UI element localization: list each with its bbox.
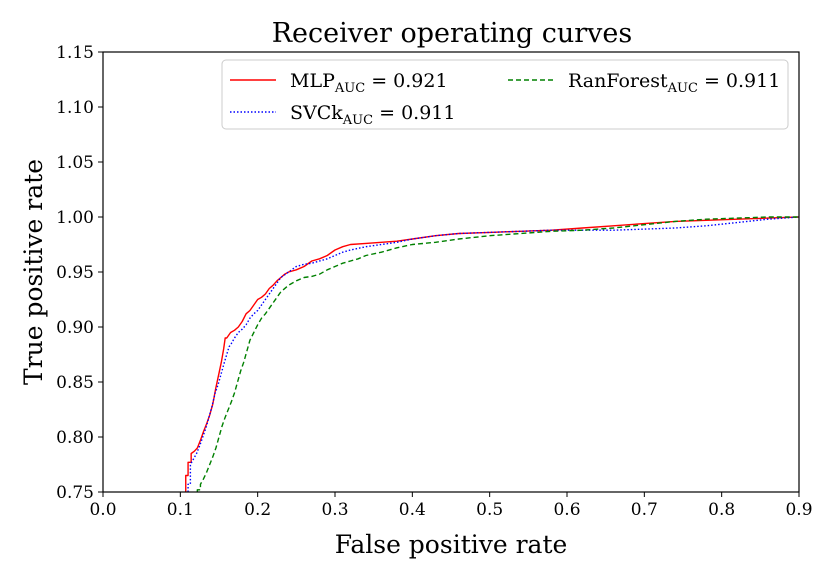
legend-series-name: RanForest — [568, 70, 668, 92]
legend-box — [221, 59, 789, 130]
y-axis: 0.75 0.80 0.85 0.90 0.95 1.00 1.05 1.10 1.15 — [56, 43, 103, 503]
y-tick-label: 0.95 — [56, 263, 94, 283]
y-tick-label: 1.15 — [56, 43, 94, 63]
legend-subscript: AUC — [334, 81, 365, 96]
legend-label-ranforest: RanForestAUC = 0.911 — [568, 70, 780, 96]
legend-auc-value: = 0.921 — [365, 70, 447, 92]
x-tick-label: 0.5 — [476, 500, 503, 520]
x-tick-label: 0.3 — [321, 500, 348, 520]
y-tick-label: 1.10 — [56, 98, 94, 118]
y-tick-label: 0.90 — [56, 318, 94, 338]
x-tick-label: 0.9 — [785, 500, 812, 520]
legend-auc-value: = 0.911 — [373, 102, 455, 124]
x-tick-label: 0.6 — [553, 500, 580, 520]
legend-series-name: SVCk — [290, 102, 343, 124]
x-axis-label: False positive rate — [335, 530, 568, 559]
chart-title: Receiver operating curves — [272, 18, 633, 49]
y-tick-label: 0.85 — [56, 373, 94, 393]
legend-series-name: MLP — [290, 70, 335, 92]
legend-label-mlp: MLPAUC = 0.921 — [290, 70, 448, 96]
x-tick-label: 0.8 — [708, 500, 735, 520]
legend-subscript: AUC — [342, 113, 373, 128]
y-tick-label: 1.00 — [56, 208, 94, 228]
legend-auc-value: = 0.911 — [698, 70, 780, 92]
x-tick-label: 0.1 — [167, 500, 194, 520]
x-tick-label: 0.2 — [244, 500, 271, 520]
legend-label-svck: SVCkAUC = 0.911 — [290, 102, 456, 128]
series-line-svck — [187, 216, 799, 492]
series-layer — [185, 216, 799, 492]
y-tick-label: 0.75 — [56, 483, 94, 503]
y-axis-label: True positive rate — [19, 159, 48, 385]
legend-subscript: AUC — [667, 81, 698, 96]
x-tick-label: 0.4 — [399, 500, 426, 520]
x-tick-label: 0.0 — [89, 500, 116, 520]
x-axis: 0.0 0.1 0.2 0.3 0.4 0.5 0.6 0.7 0.8 0.9 — [89, 492, 813, 520]
y-tick-label: 1.05 — [56, 153, 94, 173]
y-tick-label: 0.80 — [56, 428, 94, 448]
x-tick-label: 0.7 — [631, 500, 658, 520]
series-line-mlp — [185, 216, 799, 492]
series-line-ranforest — [196, 216, 799, 492]
